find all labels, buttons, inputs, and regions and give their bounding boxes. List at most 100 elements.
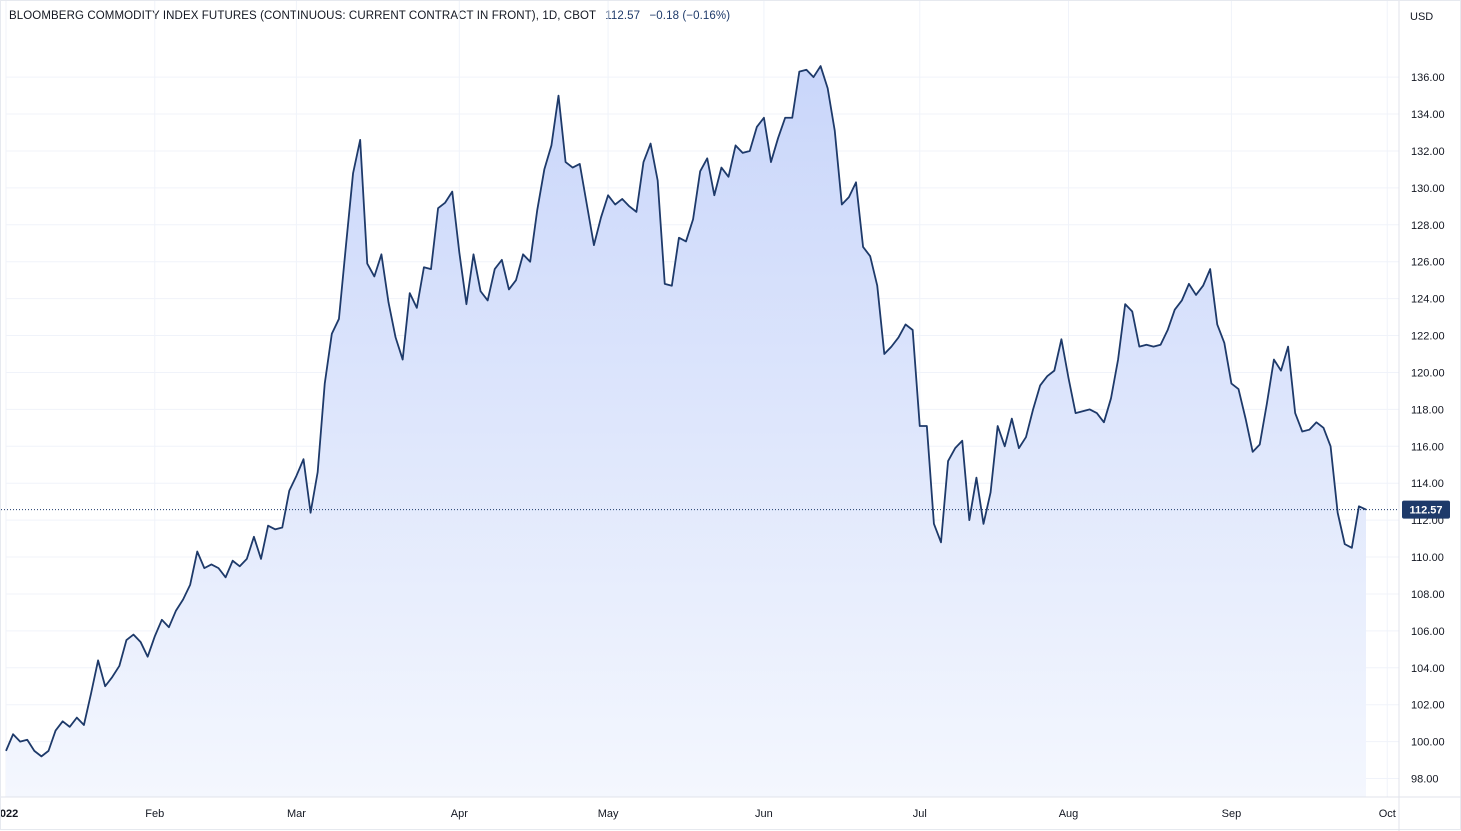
- data-point[interactable]: [294, 474, 298, 478]
- data-point[interactable]: [1038, 383, 1042, 387]
- data-point[interactable]: [1343, 542, 1347, 546]
- data-point[interactable]: [1307, 428, 1311, 432]
- data-point[interactable]: [1159, 343, 1163, 347]
- data-point[interactable]: [1137, 345, 1141, 349]
- data-point[interactable]: [252, 535, 256, 539]
- data-point[interactable]: [1201, 284, 1205, 288]
- data-point[interactable]: [960, 439, 964, 443]
- data-point[interactable]: [266, 524, 270, 528]
- data-point[interactable]: [897, 335, 901, 339]
- data-point[interactable]: [379, 252, 383, 256]
- data-point[interactable]: [627, 204, 631, 208]
- data-point[interactable]: [18, 740, 22, 744]
- data-point[interactable]: [167, 625, 171, 629]
- data-point[interactable]: [1003, 444, 1007, 448]
- data-point[interactable]: [514, 278, 518, 282]
- data-point[interactable]: [330, 332, 334, 336]
- data-point[interactable]: [1173, 308, 1177, 312]
- data-point[interactable]: [1258, 442, 1262, 446]
- data-point[interactable]: [882, 352, 886, 356]
- data-point[interactable]: [61, 719, 65, 723]
- data-point[interactable]: [634, 210, 638, 214]
- data-point[interactable]: [302, 457, 306, 461]
- data-point[interactable]: [415, 306, 419, 310]
- data-point[interactable]: [833, 129, 837, 133]
- data-point[interactable]: [677, 236, 681, 240]
- data-point[interactable]: [592, 243, 596, 247]
- data-point[interactable]: [1088, 407, 1092, 411]
- data-point[interactable]: [918, 424, 922, 428]
- data-point[interactable]: [868, 254, 872, 258]
- data-point[interactable]: [691, 217, 695, 221]
- data-point[interactable]: [812, 75, 816, 79]
- data-point[interactable]: [160, 618, 164, 622]
- data-point[interactable]: [1180, 298, 1184, 302]
- data-point[interactable]: [32, 749, 36, 753]
- data-point[interactable]: [436, 206, 440, 210]
- data-point[interactable]: [472, 252, 476, 256]
- data-point[interactable]: [323, 382, 327, 386]
- data-point[interactable]: [1314, 420, 1318, 424]
- data-point[interactable]: [521, 252, 525, 256]
- data-point[interactable]: [642, 160, 646, 164]
- data-point[interactable]: [4, 749, 8, 753]
- data-point[interactable]: [89, 692, 93, 696]
- data-point[interactable]: [401, 358, 405, 362]
- data-point[interactable]: [195, 550, 199, 554]
- data-point[interactable]: [762, 116, 766, 120]
- data-point[interactable]: [535, 208, 539, 212]
- data-point[interactable]: [358, 138, 362, 142]
- data-point[interactable]: [231, 559, 235, 563]
- data-point[interactable]: [443, 201, 447, 205]
- data-point[interactable]: [1265, 402, 1269, 406]
- data-point[interactable]: [280, 526, 284, 530]
- data-point[interactable]: [1272, 358, 1276, 362]
- data-point[interactable]: [450, 190, 454, 194]
- data-point[interactable]: [1329, 444, 1333, 448]
- data-point[interactable]: [1144, 343, 1148, 347]
- x-axis-ticks[interactable]: 2022 Feb Mar Apr May Jun Jul Aug Sep Oct: [1, 808, 1396, 820]
- data-point[interactable]: [96, 658, 100, 662]
- data-point[interactable]: [11, 732, 15, 736]
- data-point[interactable]: [1300, 430, 1304, 434]
- data-point[interactable]: [47, 749, 51, 753]
- data-point[interactable]: [500, 258, 504, 262]
- data-point[interactable]: [1336, 511, 1340, 515]
- data-point[interactable]: [422, 265, 426, 269]
- data-point[interactable]: [989, 490, 993, 494]
- data-point[interactable]: [734, 143, 738, 147]
- data-point[interactable]: [287, 489, 291, 493]
- data-point[interactable]: [351, 171, 355, 175]
- data-point[interactable]: [542, 167, 546, 171]
- data-point[interactable]: [1017, 446, 1021, 450]
- y-axis-ticks[interactable]: 98.00 100.00 102.00 104.00 106.00 108.00 110.0…: [1411, 72, 1445, 785]
- data-point[interactable]: [1052, 369, 1056, 373]
- data-point[interactable]: [387, 300, 391, 304]
- data-point[interactable]: [464, 302, 468, 306]
- data-point[interactable]: [132, 633, 136, 637]
- data-point[interactable]: [557, 94, 561, 98]
- data-point[interactable]: [599, 215, 603, 219]
- data-point[interactable]: [25, 738, 29, 742]
- data-point[interactable]: [861, 245, 865, 249]
- data-point[interactable]: [1229, 382, 1233, 386]
- data-point[interactable]: [273, 527, 277, 531]
- data-point[interactable]: [1123, 302, 1127, 306]
- data-point[interactable]: [245, 557, 249, 561]
- data-point[interactable]: [224, 575, 228, 579]
- data-point[interactable]: [394, 335, 398, 339]
- data-point[interactable]: [1109, 396, 1113, 400]
- data-point[interactable]: [153, 634, 157, 638]
- data-point[interactable]: [826, 86, 830, 90]
- data-point[interactable]: [429, 267, 433, 271]
- data-point[interactable]: [344, 243, 348, 247]
- data-point[interactable]: [309, 511, 313, 515]
- data-point[interactable]: [103, 684, 107, 688]
- data-point[interactable]: [769, 160, 773, 164]
- data-point[interactable]: [620, 197, 624, 201]
- data-point[interactable]: [741, 151, 745, 155]
- data-point[interactable]: [1251, 450, 1255, 454]
- data-point[interactable]: [238, 564, 242, 568]
- data-point[interactable]: [1059, 337, 1063, 341]
